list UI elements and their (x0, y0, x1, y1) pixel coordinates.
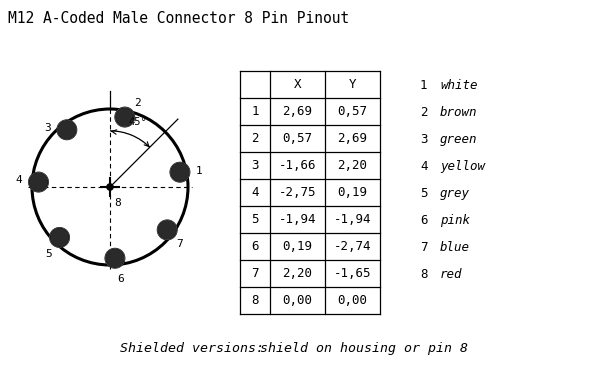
Text: 0,19: 0,19 (338, 186, 368, 199)
Circle shape (28, 172, 49, 192)
Circle shape (170, 162, 190, 182)
Text: -2,75: -2,75 (279, 186, 316, 199)
Text: white: white (440, 79, 477, 92)
Text: 1: 1 (196, 166, 203, 176)
Text: 2,20: 2,20 (338, 159, 368, 172)
Text: 8: 8 (114, 198, 121, 208)
Circle shape (57, 120, 77, 140)
Text: M12 A-Coded Male Connector 8 Pin Pinout: M12 A-Coded Male Connector 8 Pin Pinout (8, 11, 349, 26)
Text: 2,20: 2,20 (283, 267, 312, 280)
Text: 6: 6 (420, 214, 428, 227)
Text: 2,69: 2,69 (338, 132, 368, 145)
Text: 1: 1 (420, 79, 428, 92)
Text: 0,00: 0,00 (283, 294, 312, 307)
Text: 8: 8 (251, 294, 259, 307)
Text: 4: 4 (251, 186, 259, 199)
Text: -1,65: -1,65 (334, 267, 371, 280)
Text: brown: brown (440, 106, 477, 119)
Text: Y: Y (349, 78, 356, 91)
Text: -1,94: -1,94 (279, 213, 316, 226)
Text: 8: 8 (420, 268, 428, 281)
Text: 7: 7 (420, 241, 428, 254)
Text: 4: 4 (16, 175, 23, 185)
Text: 2,69: 2,69 (283, 105, 312, 118)
Circle shape (157, 220, 177, 240)
Text: 0,57: 0,57 (283, 132, 312, 145)
Text: 7: 7 (251, 267, 259, 280)
Text: -1,94: -1,94 (334, 213, 371, 226)
Text: 3: 3 (420, 133, 428, 146)
Text: Shielded versions:: Shielded versions: (120, 342, 264, 355)
Text: 45°: 45° (128, 117, 147, 127)
Text: 2: 2 (134, 97, 141, 108)
Text: 5: 5 (45, 249, 52, 258)
Text: 2: 2 (420, 106, 428, 119)
Text: yellow: yellow (440, 160, 485, 173)
Text: 0,19: 0,19 (283, 240, 312, 253)
Text: red: red (440, 268, 463, 281)
Text: 6: 6 (117, 274, 124, 284)
Text: grey: grey (440, 187, 470, 200)
Text: 0,00: 0,00 (338, 294, 368, 307)
Circle shape (107, 183, 113, 191)
Text: 1: 1 (251, 105, 259, 118)
Text: -1,66: -1,66 (279, 159, 316, 172)
Text: X: X (294, 78, 301, 91)
Text: 6: 6 (251, 240, 259, 253)
Circle shape (115, 107, 135, 127)
Text: -2,74: -2,74 (334, 240, 371, 253)
Circle shape (50, 227, 70, 247)
Text: 0,57: 0,57 (338, 105, 368, 118)
Text: 2: 2 (251, 132, 259, 145)
Text: shield on housing or pin 8: shield on housing or pin 8 (260, 342, 468, 355)
Text: 3: 3 (251, 159, 259, 172)
Text: 5: 5 (251, 213, 259, 226)
Text: blue: blue (440, 241, 470, 254)
Text: 7: 7 (177, 240, 184, 249)
Text: 3: 3 (44, 123, 51, 133)
Text: 4: 4 (420, 160, 428, 173)
Text: 5: 5 (420, 187, 428, 200)
Text: pink: pink (440, 214, 470, 227)
Text: green: green (440, 133, 477, 146)
Circle shape (105, 248, 125, 268)
